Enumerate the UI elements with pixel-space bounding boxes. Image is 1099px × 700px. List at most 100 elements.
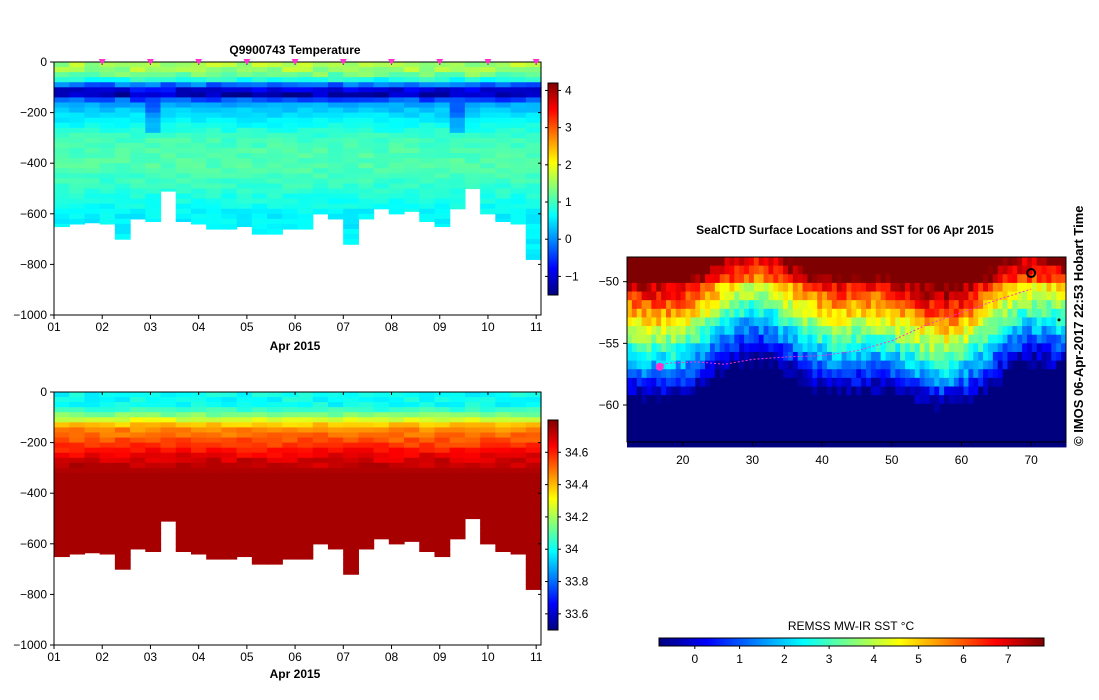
heat-cell bbox=[419, 483, 436, 489]
heat-cell bbox=[434, 87, 451, 93]
sst-cell bbox=[1036, 421, 1043, 431]
heat-cell bbox=[373, 77, 390, 83]
sst-cell bbox=[895, 300, 901, 310]
heat-cell bbox=[206, 168, 223, 174]
heat-cell bbox=[404, 478, 420, 484]
sst-cell bbox=[914, 412, 921, 422]
sst-cell bbox=[973, 343, 979, 353]
heat-cell bbox=[69, 213, 86, 220]
heat-cell bbox=[480, 168, 496, 174]
heat-cell bbox=[312, 518, 329, 525]
heat-cell bbox=[251, 183, 268, 190]
heat-cell bbox=[434, 122, 451, 129]
sst-cell bbox=[680, 369, 687, 379]
sst-cell bbox=[914, 421, 921, 431]
sst-cell bbox=[700, 360, 706, 370]
sst-cell bbox=[968, 343, 974, 353]
sst-cell bbox=[792, 326, 799, 336]
sst-cell bbox=[641, 369, 648, 379]
sst-cell bbox=[983, 334, 989, 344]
heat-cell bbox=[358, 472, 375, 479]
sst-cell bbox=[890, 438, 896, 448]
heat-cell bbox=[175, 203, 192, 210]
heat-cell bbox=[206, 417, 223, 423]
heat-cell bbox=[267, 62, 283, 68]
sst-cell bbox=[675, 326, 682, 336]
heat-cell bbox=[510, 193, 527, 200]
heat-cell bbox=[130, 523, 146, 530]
heat-cell bbox=[404, 472, 420, 479]
heat-cell bbox=[145, 178, 162, 185]
heat-cell bbox=[312, 62, 329, 68]
sst-cell bbox=[978, 300, 984, 310]
heat-cell bbox=[221, 402, 238, 408]
heat-cell bbox=[69, 518, 86, 525]
sst-cell bbox=[822, 317, 828, 327]
sst-cell bbox=[939, 265, 945, 275]
heat-cell bbox=[206, 503, 223, 509]
plot-frame bbox=[53, 61, 542, 316]
heat-cell bbox=[160, 457, 177, 464]
heat-cell bbox=[464, 168, 481, 174]
y-tick-label: −1000 bbox=[13, 308, 47, 322]
heat-cell bbox=[388, 158, 405, 164]
heat-cell bbox=[221, 412, 238, 418]
sst-cell bbox=[861, 308, 867, 318]
track-line bbox=[658, 288, 1032, 367]
heat-cell bbox=[434, 397, 451, 403]
heat-cell bbox=[206, 132, 223, 139]
heat-cell bbox=[206, 508, 223, 515]
heat-cell bbox=[525, 574, 542, 580]
heat-cell bbox=[510, 183, 527, 190]
sst-cell bbox=[768, 265, 774, 275]
sst-cell bbox=[631, 386, 638, 396]
sst-cell bbox=[641, 257, 648, 267]
sst-cell bbox=[958, 291, 965, 301]
sst-cell bbox=[636, 265, 643, 275]
sst-cell bbox=[895, 291, 901, 301]
sst-cell bbox=[1036, 386, 1043, 396]
sst-cell bbox=[866, 326, 872, 336]
sst-cell bbox=[627, 360, 633, 370]
sst-cell bbox=[909, 326, 916, 336]
heat-cell bbox=[54, 117, 70, 124]
heat-cell bbox=[343, 153, 359, 159]
sst-cell bbox=[734, 274, 740, 284]
sst-cell bbox=[1036, 377, 1043, 387]
sst-cell bbox=[958, 326, 965, 336]
heat-cell bbox=[373, 442, 390, 449]
sst-cell bbox=[1046, 343, 1052, 353]
heat-cell bbox=[54, 173, 70, 179]
sst-cell bbox=[836, 317, 843, 327]
sst-cell bbox=[1031, 395, 1038, 405]
sst-cell bbox=[773, 334, 779, 344]
heat-cell bbox=[419, 452, 436, 459]
heat-cell bbox=[221, 213, 238, 220]
sst-cell bbox=[831, 282, 838, 293]
heat-cell bbox=[404, 97, 420, 104]
heat-cell bbox=[358, 158, 375, 164]
heat-cell bbox=[312, 127, 329, 134]
sst-cell bbox=[661, 326, 667, 336]
heat-cell bbox=[175, 82, 192, 88]
sst-cell bbox=[1056, 403, 1062, 413]
heat-cell bbox=[464, 508, 481, 515]
sst-cell bbox=[983, 308, 989, 318]
heat-cell bbox=[251, 168, 268, 174]
heat-cell bbox=[221, 543, 238, 550]
heat-cell bbox=[251, 503, 268, 509]
heat-cell bbox=[404, 462, 420, 469]
sst-cell bbox=[885, 274, 891, 284]
sst-cell bbox=[831, 377, 838, 387]
heat-cell bbox=[343, 569, 359, 575]
heat-cell bbox=[145, 62, 162, 68]
heat-cell bbox=[495, 117, 512, 124]
sst-cell bbox=[734, 326, 740, 336]
sst-cell bbox=[958, 274, 965, 284]
heat-cell bbox=[130, 462, 146, 469]
heat-cell bbox=[404, 188, 420, 195]
sst-cell bbox=[987, 377, 994, 387]
heat-cell bbox=[495, 178, 512, 185]
sst-cell bbox=[787, 257, 794, 267]
sst-cell bbox=[1012, 438, 1018, 448]
